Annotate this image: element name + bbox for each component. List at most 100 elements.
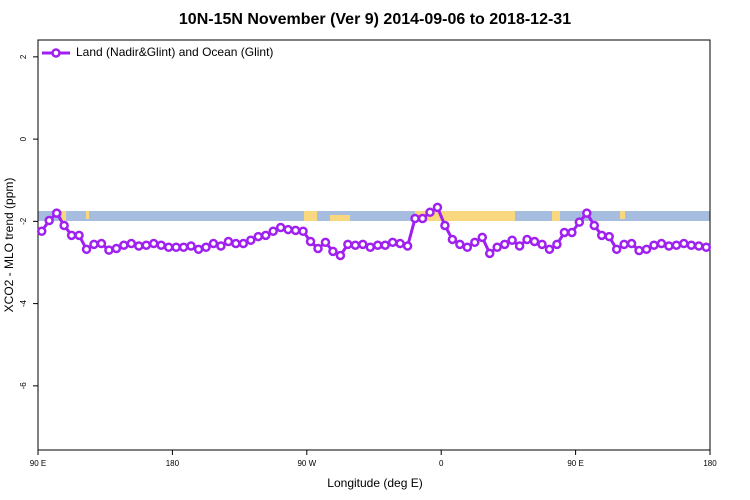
map-strip [38,211,710,221]
y-tick-label: -4 [19,299,28,307]
data-point [537,239,547,250]
data-point [81,244,92,255]
data-point [619,239,629,250]
data-point [111,243,122,254]
data-point [290,225,301,236]
data-point [462,242,473,253]
land-patch [62,211,66,221]
data-point [432,202,443,213]
data-point [178,242,189,253]
land-patch [330,215,350,221]
data-point [596,230,607,241]
data-point [186,241,196,251]
x-axis-label: Longitude (deg E) [327,476,422,490]
data-point [477,232,488,243]
y-tick-label: -2 [19,217,28,225]
land-patch [415,211,515,221]
data-point [358,239,368,250]
data-point [529,236,540,247]
data-point [36,226,47,236]
data-point [365,242,376,253]
data-point [447,234,458,245]
data-point [313,243,323,254]
data-point [417,213,428,224]
data-point [559,227,570,238]
data-point [694,241,704,251]
land-patch [86,211,89,219]
x-tick-label: 90 W [297,459,316,468]
data-point [104,245,114,255]
ocean-band [38,211,710,221]
data-point [246,235,256,246]
data-point [499,239,510,250]
data-point [148,238,159,249]
data-point [328,246,338,257]
data-point [582,208,592,218]
x-tick-label: 180 [166,459,180,468]
data-point [574,217,585,227]
x-tick-label: 90 E [567,459,583,468]
data-point [626,238,637,249]
data-point [343,239,353,250]
data-point [649,240,659,250]
data-point [119,240,129,250]
data-point [208,238,219,249]
y-axis-label: XCO2 - MLO trend (ppm) [2,178,16,313]
data-point [223,236,234,247]
data-point [686,240,697,250]
data-point [231,238,241,249]
data-point [156,240,166,250]
data-point [171,242,181,253]
x-tick-label: 0 [439,459,444,468]
x-tick-label: 180 [703,459,717,468]
y-tick-label: -6 [19,382,28,390]
data-point [455,239,465,250]
data-point [395,238,405,249]
chart-title: 10N-15N November (Ver 9) 2014-09-06 to 2… [179,11,571,28]
data-point [298,226,308,236]
data-point [656,238,667,249]
y-tick-label: 2 [19,54,28,59]
data-point [387,237,398,248]
data-point [193,244,204,255]
data-point [567,227,577,238]
data-point [611,244,622,255]
data-point [66,230,77,241]
legend-label: Land (Nadir&Glint) and Ocean (Glint) [76,45,273,59]
data-point [604,231,614,242]
data-point [679,238,689,249]
data-point [238,238,249,249]
data-point [671,240,682,250]
data-point [350,240,361,250]
data-point [641,244,652,255]
data-point [701,242,712,253]
data-point [59,220,69,231]
land-patch [304,211,317,221]
data-point [283,224,293,235]
legend-marker [51,48,61,58]
data-point [484,248,495,259]
data-point [380,240,390,250]
data-point [126,238,137,249]
data-point [96,238,107,249]
data-point [44,215,54,226]
data-point [216,241,226,251]
data-point [268,226,278,236]
data-point [134,241,144,251]
data-point [201,242,211,253]
data-point [260,230,271,241]
land-patch [552,211,560,221]
data-point [470,237,480,248]
data-point [305,236,316,247]
data-point [589,220,600,231]
data-point [425,207,435,218]
data-point [634,245,644,256]
data-point [664,241,674,251]
data-point [275,222,286,233]
data-point [51,208,62,218]
data-point [440,220,450,231]
data-point [89,239,99,250]
data-point [74,230,84,241]
data-point [544,244,555,255]
